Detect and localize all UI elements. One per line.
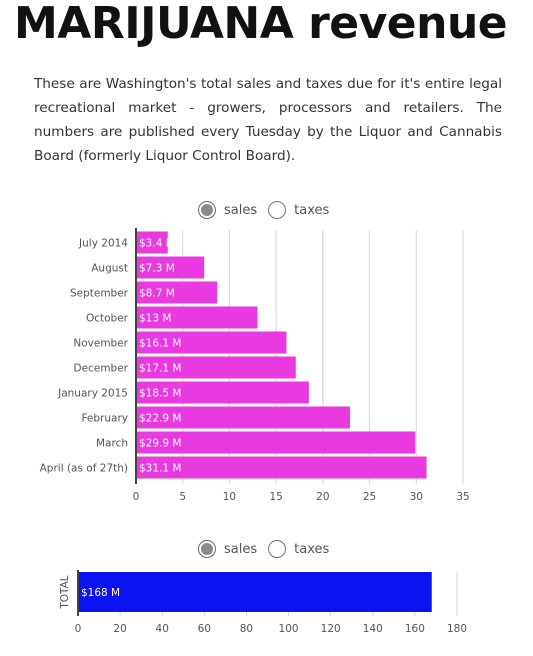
bar[interactable] <box>136 381 309 404</box>
bar[interactable] <box>136 281 218 304</box>
category-label: April (as of 27th) <box>40 463 128 475</box>
total-revenue-chart: 0 20 40 60 80 100 120 140 160 180 $168 M TOTAL <box>59 570 467 635</box>
taxes-option[interactable]: taxes <box>268 540 329 558</box>
taxes-radio[interactable] <box>268 540 287 558</box>
x-tick-label: 100 <box>279 623 299 635</box>
bar-value-label: $17.1 M <box>139 363 181 375</box>
bar-value-label: $168 M <box>81 587 120 599</box>
bar[interactable] <box>78 572 432 612</box>
sales-label[interactable]: sales <box>224 202 258 218</box>
x-tick-label: 25 <box>363 491 376 503</box>
bar-value-label: $8.7 M <box>139 288 175 300</box>
bar-value-label: $3.4 M <box>139 238 175 250</box>
bar-value-label: $29.9 M <box>139 438 181 450</box>
sales-radio[interactable] <box>198 540 216 558</box>
category-label: August <box>91 263 128 275</box>
sales-option[interactable]: sales <box>198 540 257 558</box>
monthly-revenue-chart: 0 5 10 15 20 25 30 35 $3.4 M July 2014 $7.3 M Augus… <box>40 228 470 503</box>
category-label: October <box>86 313 129 325</box>
category-label: February <box>81 413 128 425</box>
taxes-label[interactable]: taxes <box>294 541 330 557</box>
x-tick-label: 80 <box>240 623 253 635</box>
taxes-label[interactable]: taxes <box>294 202 330 218</box>
x-tick-label: 120 <box>321 623 341 635</box>
category-label: September <box>70 288 129 300</box>
category-label: November <box>73 338 128 350</box>
x-tick-label: 35 <box>456 491 469 503</box>
x-tick-label: 160 <box>405 623 425 635</box>
bar-value-label: $18.5 M <box>139 388 181 400</box>
bar[interactable] <box>136 456 427 479</box>
taxes-option[interactable]: taxes <box>268 201 329 219</box>
x-tick-label: 180 <box>447 623 467 635</box>
bar-value-label: $22.9 M <box>139 413 181 425</box>
category-label: TOTAL <box>59 575 71 609</box>
bar[interactable] <box>136 431 416 454</box>
bar-value-label: $7.3 M <box>139 263 175 275</box>
category-label: July 2014 <box>78 238 128 250</box>
bar[interactable] <box>136 331 287 354</box>
metric-toggle-monthly: sales taxes <box>198 199 329 221</box>
x-tick-label: 0 <box>133 491 140 503</box>
page-title: MARIJUANA revenue <box>14 0 508 49</box>
bar-value-label: $13 M <box>139 313 171 325</box>
x-tick-label: 0 <box>75 623 82 635</box>
category-label: January 2015 <box>57 388 128 400</box>
bar[interactable] <box>136 256 205 279</box>
sales-option[interactable]: sales <box>198 201 257 219</box>
x-tick-label: 15 <box>269 491 282 503</box>
x-tick-label: 140 <box>363 623 383 635</box>
x-tick-label: 40 <box>156 623 169 635</box>
description: These are Washington's total sales and t… <box>34 76 502 164</box>
sales-radio[interactable] <box>198 201 216 219</box>
x-tick-label: 20 <box>316 491 329 503</box>
x-tick-label: 5 <box>179 491 186 503</box>
x-tick-label: 30 <box>410 491 423 503</box>
category-label: March <box>96 438 128 450</box>
x-tick-label: 20 <box>113 623 126 635</box>
bar[interactable] <box>136 306 258 329</box>
sales-label[interactable]: sales <box>224 541 258 557</box>
bar[interactable] <box>136 231 168 254</box>
taxes-radio[interactable] <box>268 201 287 219</box>
category-label: December <box>74 363 129 375</box>
bar-value-label: $31.1 M <box>139 463 181 475</box>
x-tick-label: 60 <box>198 623 211 635</box>
bar[interactable] <box>136 356 296 379</box>
bar[interactable] <box>136 406 350 429</box>
bar-value-label: $16.1 M <box>139 338 181 350</box>
x-tick-label: 10 <box>223 491 236 503</box>
metric-toggle-total: sales taxes <box>198 538 329 560</box>
